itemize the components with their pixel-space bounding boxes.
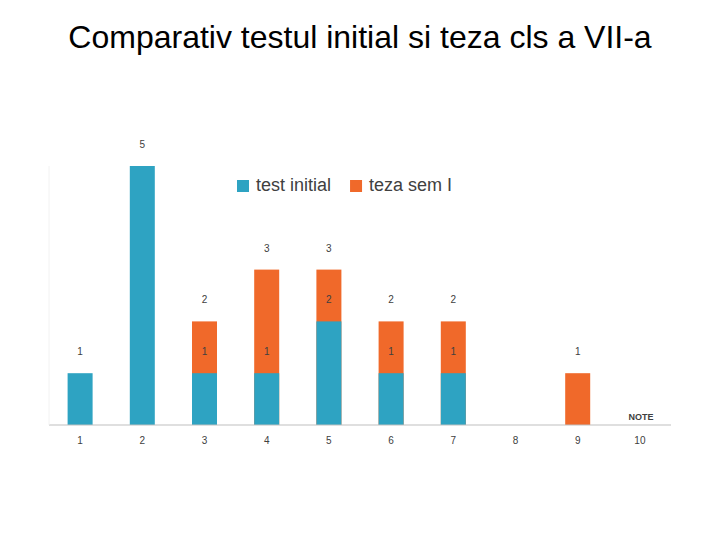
data-label: 5 (140, 139, 146, 150)
data-label: 2 (388, 294, 394, 305)
x-tick-label: 9 (575, 435, 581, 446)
x-axis-line (49, 425, 671, 426)
legend-swatch (350, 180, 362, 192)
data-label: 2 (202, 294, 208, 305)
data-label: 2 (326, 294, 332, 305)
chart-root: Comparativ testul initial si teza cls a … (0, 0, 720, 540)
bar (192, 321, 217, 425)
x-tick-label: 8 (513, 435, 519, 446)
bar (192, 373, 217, 425)
bar (130, 166, 155, 425)
x-tick-label: 10 (634, 435, 646, 446)
bar (565, 373, 590, 425)
bar (441, 321, 466, 425)
x-tick-label: 3 (202, 435, 208, 446)
data-label: 1 (575, 346, 581, 357)
data-label: 1 (264, 346, 270, 357)
bar (441, 373, 466, 425)
x-axis-title: NOTE (628, 412, 653, 422)
bar (254, 373, 279, 425)
x-tick-label: 2 (140, 435, 146, 446)
bars (68, 166, 591, 425)
chart-title: Comparativ testul initial si teza cls a … (68, 19, 652, 55)
x-tick-label: 7 (451, 435, 457, 446)
chart-svg: Comparativ testul initial si teza cls a … (0, 0, 720, 540)
data-label: 3 (264, 243, 270, 254)
data-label: 1 (77, 346, 83, 357)
data-label: 3 (326, 243, 332, 254)
bar (316, 270, 341, 425)
data-label: 1 (202, 346, 208, 357)
bar (379, 321, 404, 425)
data-labels: 2 3 3 2 2 1 1 5 1 1 2 1 1 (77, 139, 581, 357)
x-tick-label: 5 (326, 435, 332, 446)
y-axis-line (49, 166, 50, 425)
bar (316, 321, 341, 425)
bar (379, 373, 404, 425)
x-tick-label: 4 (264, 435, 270, 446)
legend-label: teza sem I (369, 175, 452, 195)
bar (68, 373, 93, 425)
data-label: 2 (451, 294, 457, 305)
bar (254, 270, 279, 425)
x-tick-label: 6 (388, 435, 394, 446)
data-label: 1 (451, 346, 457, 357)
legend: test initial teza sem I (237, 175, 452, 195)
legend-label: test initial (256, 175, 331, 195)
legend-swatch (237, 180, 249, 192)
x-tick-label: 1 (77, 435, 83, 446)
data-label: 1 (388, 346, 394, 357)
